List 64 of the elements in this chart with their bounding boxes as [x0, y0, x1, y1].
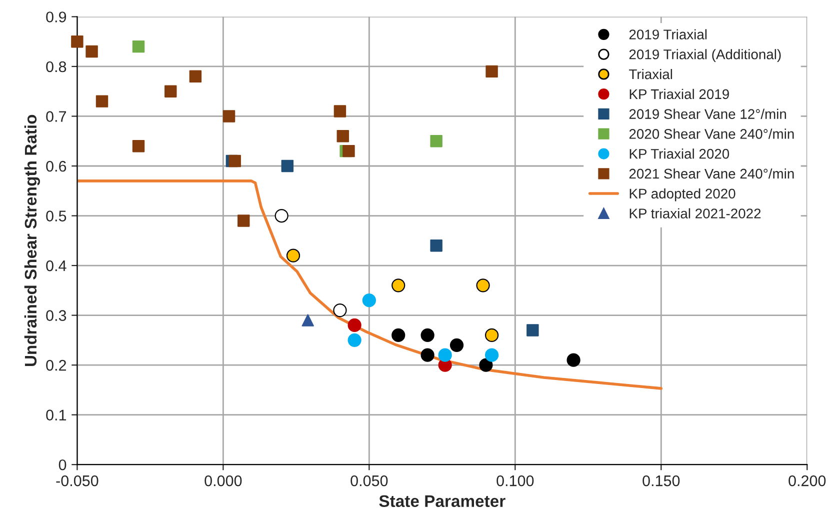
point — [302, 314, 314, 326]
point — [362, 294, 376, 308]
legend-label: KP Triaxial 2020 — [630, 148, 730, 159]
x-tick-label: -0.050 — [56, 475, 98, 486]
legend-label: 2020 Shear Vane 240°/min — [629, 128, 794, 139]
point — [430, 135, 442, 148]
legend-label: Triaxial — [629, 68, 672, 80]
point — [71, 35, 84, 48]
legend-label: 2019 Triaxial (Additional) — [629, 49, 781, 62]
point — [342, 144, 355, 158]
y-tick-label: 0.5 — [46, 210, 66, 222]
x-tick-label: 0.100 — [496, 475, 534, 486]
point — [132, 40, 145, 53]
point — [222, 110, 236, 122]
point — [336, 130, 349, 142]
point — [420, 348, 434, 362]
y-tick-label: 0.2 — [46, 360, 66, 371]
point — [164, 85, 177, 98]
point — [450, 338, 464, 352]
x-axis-title: State Parameter — [379, 495, 506, 508]
point — [348, 318, 362, 332]
point — [420, 328, 434, 342]
point — [189, 70, 202, 83]
y-tick-label: 0.8 — [46, 61, 66, 72]
y-tick-label: 0.1 — [46, 410, 66, 420]
x-tick-label: 0.150 — [642, 475, 680, 486]
y-tick-label: 0.6 — [46, 160, 66, 172]
y-axis-title: Undrained Shear Strength Ratio — [24, 114, 40, 366]
point — [438, 348, 452, 362]
legend-label: KP triaxial 2021-2022 — [630, 208, 761, 218]
point — [333, 304, 347, 318]
point — [132, 140, 145, 152]
x-tick-label: 0.050 — [350, 475, 388, 486]
point — [348, 333, 362, 347]
x-tick-label: 0.200 — [788, 475, 826, 486]
x-tick-label: 0.000 — [204, 475, 242, 486]
y-tick-label: 0 — [58, 459, 66, 470]
legend-label: 2019 Triaxial — [629, 29, 707, 40]
point — [286, 248, 300, 262]
point — [334, 105, 346, 118]
point — [486, 65, 498, 78]
legend-label: KP Triaxial 2019 — [630, 88, 729, 100]
point — [526, 324, 539, 336]
legend-label: 2021 Shear Vane 240°/min — [629, 168, 794, 179]
point — [392, 328, 406, 342]
y-tick-label: 0.4 — [46, 260, 66, 272]
y-tick-label: 0.9 — [46, 12, 66, 22]
point — [274, 208, 288, 223]
point — [476, 278, 490, 292]
y-tick-label: 0.3 — [46, 310, 66, 321]
point — [392, 278, 406, 292]
point — [281, 160, 294, 172]
point — [86, 45, 98, 58]
y-tick-label: 0.7 — [46, 111, 66, 122]
point — [479, 358, 493, 372]
point — [484, 328, 499, 342]
point — [228, 154, 241, 168]
point — [238, 214, 250, 227]
point — [96, 95, 108, 108]
point — [566, 353, 580, 367]
legend-label: 2019 Shear Vane 12°/min — [629, 108, 786, 119]
point — [484, 348, 499, 362]
point — [430, 240, 442, 252]
legend-label: KP adopted 2020 — [630, 188, 736, 202]
